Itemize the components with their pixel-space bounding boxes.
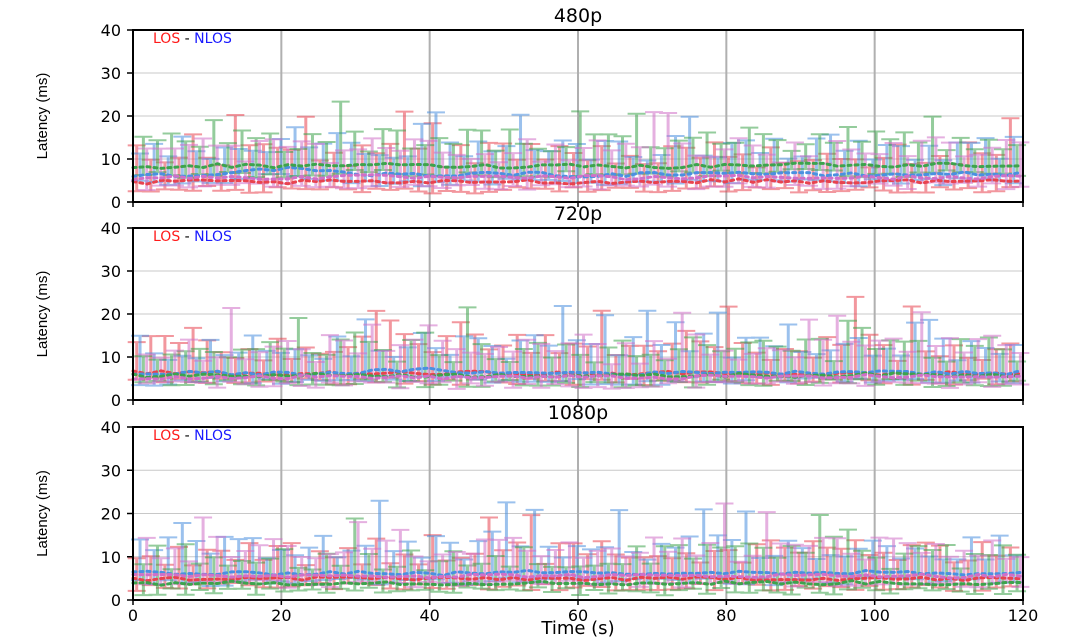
legend: LOS - NLOS: [153, 428, 232, 444]
chart-panel-1: 0 10 20 30 40 720p Latency (ms) LOS - NLOS: [34, 203, 1030, 410]
legend-entry: -: [180, 428, 190, 444]
series-line: [131, 173, 1023, 182]
y-tick-label: 0: [111, 591, 121, 610]
error-bars: [137, 502, 1030, 589]
chart-panel-0: 0 10 20 30 40 480p Latency (ms) LOS - NLOS: [34, 5, 1030, 212]
y-tick-label: 0: [111, 193, 121, 212]
legend: LOS - NLOS: [153, 31, 232, 47]
y-tick-label: 30: [101, 262, 121, 281]
y-tick-label: 0: [111, 391, 121, 410]
x-tick-label: 80: [716, 606, 736, 625]
x-tick-label: 120: [1008, 606, 1039, 625]
x-tick-label: 40: [419, 606, 439, 625]
x-tick-label: 100: [859, 606, 890, 625]
legend-entry: LOS: [153, 31, 180, 47]
series-line: [131, 366, 1023, 377]
panel-title: 480p: [554, 5, 602, 27]
panel-title: 720p: [554, 203, 602, 225]
legend-entry: NLOS: [190, 31, 232, 47]
series-line: [131, 161, 1023, 170]
y-tick-label: 20: [101, 305, 121, 324]
legend-entry: LOS: [153, 428, 180, 444]
y-axis-label: Latency (ms): [34, 73, 51, 160]
series-line: [131, 572, 1023, 580]
y-tick-label: 10: [101, 548, 121, 567]
y-tick-label: 20: [101, 505, 121, 524]
legend-entry: -: [180, 229, 190, 245]
series-line: [131, 579, 1023, 587]
x-tick-label: 0: [128, 606, 138, 625]
x-tick-label: 60: [568, 606, 588, 625]
y-tick-label: 40: [101, 21, 121, 40]
y-tick-label: 10: [101, 348, 121, 367]
legend-entry: -: [180, 31, 190, 47]
chart-panel-2: 0 10 20 30 40 0 20 40 60 80 100 120 1080p Latency (ms…: [34, 402, 1038, 638]
series-line: [131, 568, 1023, 578]
y-axis-label: Latency (ms): [34, 271, 51, 358]
y-tick-label: 30: [101, 461, 121, 480]
legend: LOS - NLOS: [153, 229, 232, 245]
error-bars: [134, 306, 1027, 389]
y-tick-label: 40: [101, 219, 121, 238]
y-tick-label: 30: [101, 64, 121, 83]
error-bars: [137, 111, 1030, 191]
y-axis-label: Latency (ms): [34, 470, 51, 557]
y-tick-label: 10: [101, 150, 121, 169]
series-line: [131, 373, 1023, 381]
x-tick-label: 20: [271, 606, 291, 625]
y-tick-label: 40: [101, 418, 121, 437]
panel-title: 1080p: [548, 402, 608, 424]
x-axis-label: Time (s): [540, 618, 614, 638]
series-line: [131, 177, 1023, 186]
legend-entry: LOS: [153, 229, 180, 245]
legend-entry: NLOS: [190, 229, 232, 245]
legend-entry: NLOS: [190, 428, 232, 444]
y-tick-label: 20: [101, 107, 121, 126]
